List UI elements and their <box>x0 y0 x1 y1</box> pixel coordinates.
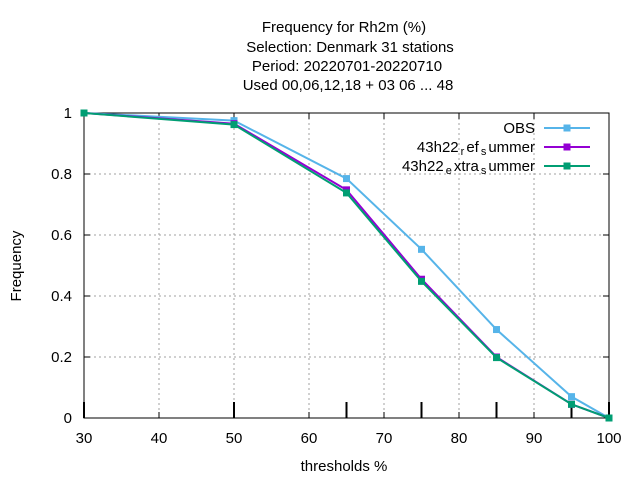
data-point <box>493 354 500 362</box>
data-point <box>418 245 425 253</box>
y-tick-label: 0.4 <box>51 288 72 305</box>
y-tick-label: 0 <box>64 410 72 427</box>
title-line-1: Frequency for Rh2m (%) <box>262 19 426 36</box>
y-axis-label: Frequency <box>8 230 25 301</box>
x-tick-label: 80 <box>451 430 468 447</box>
x-tick-label: 60 <box>301 430 318 447</box>
y-tick-label: 0.6 <box>51 227 72 244</box>
series-43h22-ref-summer <box>80 109 613 422</box>
x-tick-label: 100 <box>596 430 621 447</box>
plot-frame <box>83 112 610 419</box>
x-tick-label: 70 <box>376 430 393 447</box>
y-tick-label: 0.8 <box>51 166 72 183</box>
legend-label: 43h22 e xtra s ummer <box>402 158 535 177</box>
y-tick-label: 1 <box>64 105 72 122</box>
chart-title: Frequency for Rh2m (%) Selection: Denmar… <box>243 19 454 94</box>
data-point <box>230 121 238 129</box>
data-point <box>568 393 575 401</box>
data-point <box>493 326 500 334</box>
series-43h22-extra-summer <box>80 109 613 422</box>
axis-ticks: 30 40 50 60 70 80 90 100 0 0.2 0.4 0.6 0.8 1 <box>51 105 621 447</box>
title-line-3: Period: 20220701-20220710 <box>252 58 442 75</box>
data-point <box>343 175 350 183</box>
data-point <box>343 189 350 197</box>
data-point <box>568 400 575 408</box>
data-point <box>605 414 613 422</box>
x-tick-label: 30 <box>76 430 93 447</box>
legend-label: 43h22 r ef s ummer <box>417 139 535 158</box>
title-line-2: Selection: Denmark 31 stations <box>246 39 454 56</box>
legend-marker <box>563 162 571 170</box>
series <box>80 109 613 422</box>
x-tick-label: 40 <box>151 430 168 447</box>
series-obs <box>80 109 613 422</box>
title-line-4: Used 00,06,12,18 + 03 06 ... 48 <box>243 77 454 94</box>
grid <box>84 113 609 418</box>
legend-marker <box>563 124 571 132</box>
x-tick-label: 90 <box>526 430 543 447</box>
data-point <box>80 109 88 117</box>
legend-marker <box>563 143 571 151</box>
x-axis-label: thresholds % <box>301 458 388 475</box>
threshold-marks <box>83 402 610 418</box>
y-tick-label: 0.2 <box>51 349 72 366</box>
x-tick-label: 50 <box>226 430 243 447</box>
data-point <box>418 277 425 285</box>
legend-label: OBS <box>503 120 535 137</box>
